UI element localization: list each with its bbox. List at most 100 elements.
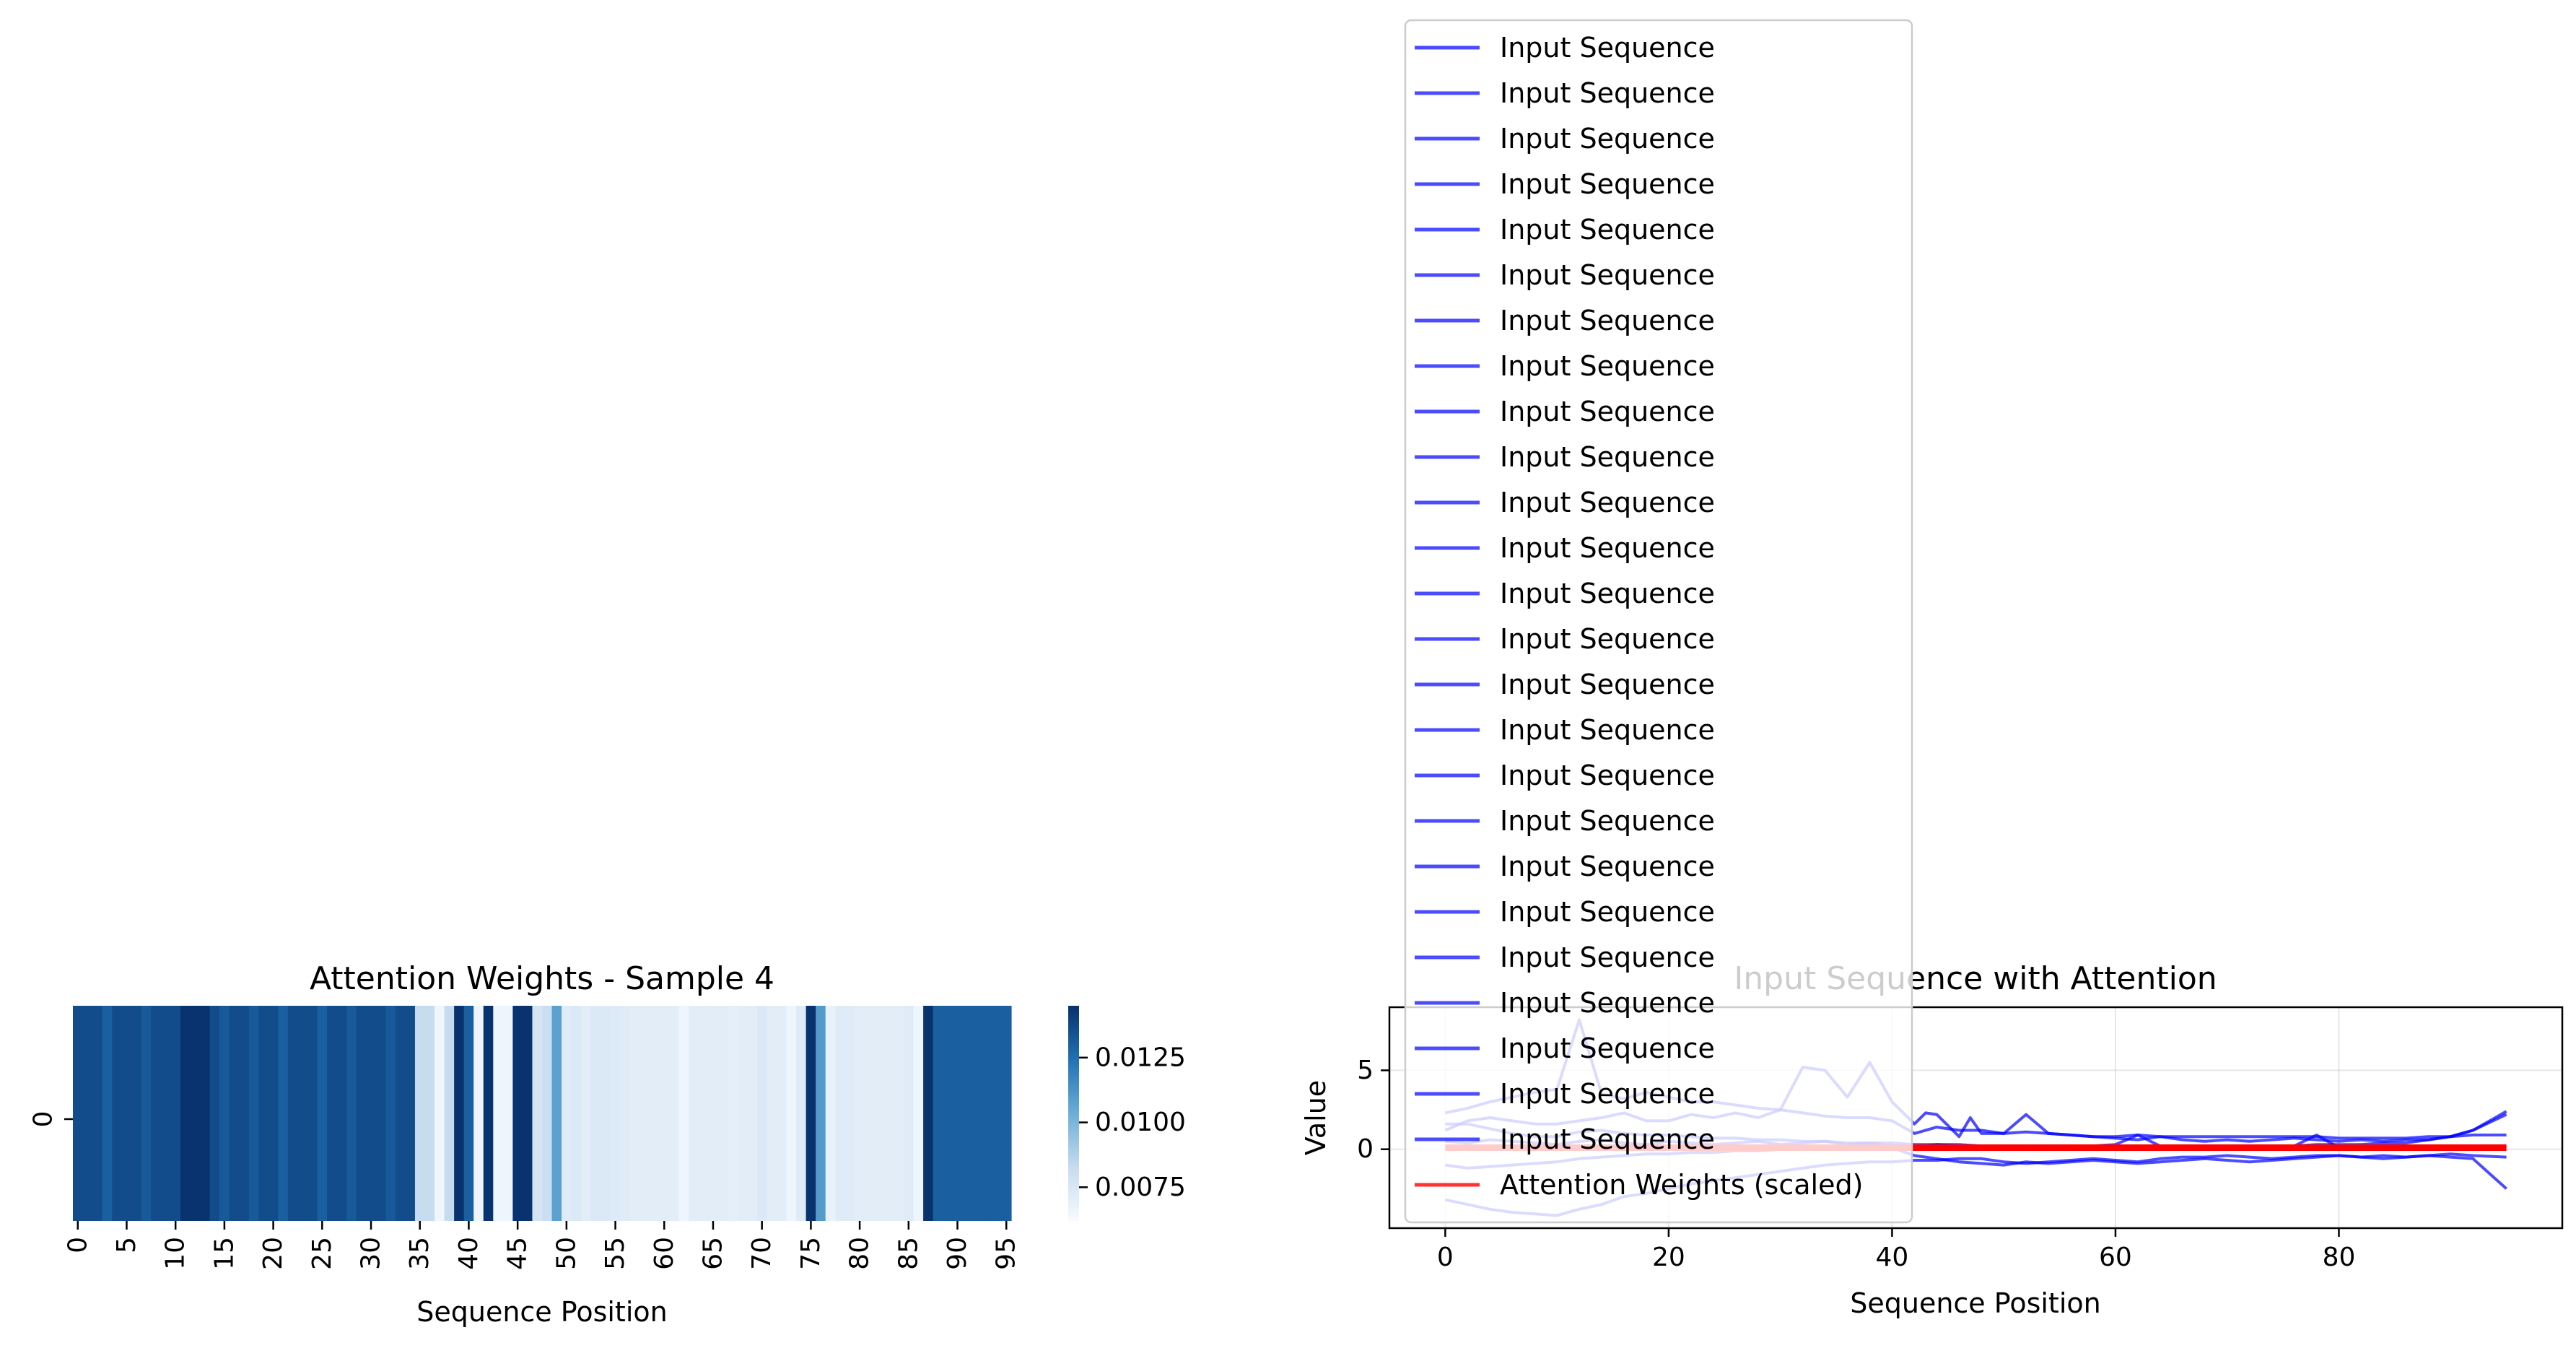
line-chart-frame (1388, 1006, 2564, 1230)
y-tick-label: 5 (1357, 1056, 1374, 1085)
heatmap-x-tick-label: 10 (161, 1237, 191, 1270)
heatmap-cell (864, 1006, 876, 1221)
heatmap-cell (346, 1006, 357, 1221)
legend-label: Input Sequence (1500, 1123, 1715, 1155)
heatmap-cell (170, 1006, 181, 1221)
heatmap-x-tick-label: 30 (357, 1237, 386, 1270)
heatmap-cell (698, 1006, 709, 1221)
heatmap-cell (581, 1006, 592, 1221)
heatmap-cell (395, 1006, 406, 1221)
heatmap-cell (73, 1006, 84, 1221)
heatmap-cell (356, 1006, 367, 1221)
heatmap-x-tick-label: 15 (209, 1237, 239, 1270)
colorbar-tick-label: 0.0100 (1095, 1108, 1186, 1137)
legend-label: Input Sequence (1500, 350, 1715, 382)
legend-label: Input Sequence (1500, 77, 1715, 109)
heatmap-cell (297, 1006, 308, 1221)
legend-label: Input Sequence (1500, 851, 1715, 882)
legend-label: Input Sequence (1500, 896, 1715, 928)
heatmap-cell (562, 1006, 572, 1221)
heatmap-x-tick-label: 35 (405, 1237, 435, 1270)
legend-label: Input Sequence (1500, 760, 1715, 791)
heatmap-y-tick-label: 0 (29, 1111, 58, 1128)
heatmap-cell (844, 1006, 855, 1221)
heatmap-cell (268, 1006, 279, 1221)
heatmap-cell (551, 1006, 562, 1221)
heatmap-cell (796, 1006, 807, 1221)
legend-label: Input Sequence (1500, 487, 1715, 518)
heatmap-cell (678, 1006, 689, 1221)
heatmap-x-tick-label: 45 (503, 1237, 533, 1270)
heatmap-cell (933, 1006, 943, 1221)
heatmap-x-tick-label: 90 (943, 1237, 972, 1270)
legend-label: Input Sequence (1500, 259, 1715, 291)
colorbar-tick-label: 0.0075 (1095, 1173, 1186, 1202)
colorbar-tick-label: 0.0125 (1095, 1043, 1186, 1072)
legend-label: Attention Weights (scaled) (1500, 1169, 1863, 1201)
legend: Input Sequence Input Sequence Input Sequen… (1404, 19, 1913, 1224)
heatmap-cells (73, 1006, 1012, 1221)
heatmap-x-tick-label: 65 (698, 1237, 728, 1270)
heatmap-cell (590, 1006, 601, 1221)
heatmap-cell (913, 1006, 924, 1221)
heatmap-cell (219, 1006, 230, 1221)
heatmap-x-tick-label: 95 (992, 1237, 1021, 1270)
heatmap-x-tick-label: 75 (796, 1237, 826, 1270)
heatmap-cell (571, 1006, 582, 1221)
heatmap-cell (629, 1006, 641, 1221)
heatmap-cell (708, 1006, 719, 1221)
heatmap-cell (649, 1006, 660, 1221)
heatmap-cell (874, 1006, 885, 1221)
heatmap-cell (278, 1006, 289, 1221)
heatmap-cell (375, 1006, 386, 1221)
heatmap-cell (502, 1006, 513, 1221)
legend-label: Input Sequence (1500, 532, 1715, 564)
heatmap-cell (689, 1006, 699, 1221)
heatmap-cell (209, 1006, 220, 1221)
heatmap-cell (102, 1006, 113, 1221)
legend-label: Input Sequence (1500, 1032, 1715, 1064)
heatmap-cell (317, 1006, 328, 1221)
heatmap-cell (141, 1006, 152, 1221)
heatmap-cell (190, 1006, 201, 1221)
heatmap-cell (991, 1006, 1003, 1221)
heatmap-cell (424, 1006, 435, 1221)
heatmap-cell (835, 1006, 846, 1221)
heatmap-cell (972, 1006, 982, 1221)
x-tick-label: 0 (1437, 1243, 1454, 1272)
heatmap-cell (894, 1006, 904, 1221)
line-chart: 0 20 40 60 80 05 Sequence Position Value Inp… (1300, 19, 2564, 1319)
x-tick-label: 60 (2099, 1243, 2132, 1272)
heatmap-x-tick-label: 80 (845, 1237, 875, 1270)
heatmap-cell (405, 1006, 416, 1221)
legend-label: Input Sequence (1500, 305, 1715, 336)
heatmap-cell (904, 1006, 914, 1221)
heatmap-cell (336, 1006, 347, 1221)
heatmap-cell (121, 1006, 132, 1221)
heatmap-cell (151, 1006, 162, 1221)
legend-label: Input Sequence (1500, 714, 1715, 746)
heatmap-cell (366, 1006, 377, 1221)
heatmap-cell (287, 1006, 299, 1221)
heatmap-cell (601, 1006, 611, 1221)
heatmap-cell (454, 1006, 465, 1221)
y-tick-label: 0 (1357, 1134, 1374, 1164)
x-tick-label: 20 (1652, 1243, 1685, 1272)
line-chart-y-ticks: 05 (1357, 1056, 1389, 1164)
legend-label: Input Sequence (1500, 987, 1715, 1019)
line-chart-y-axis-label: Value (1300, 1080, 1332, 1155)
heatmap-cell (620, 1006, 631, 1221)
heatmap-cell (92, 1006, 103, 1221)
heatmap-cell (756, 1006, 768, 1221)
heatmap-cell (112, 1006, 123, 1221)
heatmap-cell (435, 1006, 445, 1221)
heatmap-cell (200, 1006, 211, 1221)
heatmap-x-tick-label: 25 (307, 1237, 337, 1270)
legend-label: Input Sequence (1500, 805, 1715, 837)
heatmap-cell (542, 1006, 553, 1221)
heatmap-cell (473, 1006, 484, 1221)
heatmap-cell (82, 1006, 93, 1221)
legend-label: Input Sequence (1500, 32, 1715, 64)
heatmap-cell (786, 1006, 797, 1221)
heatmap-cell (747, 1006, 758, 1221)
